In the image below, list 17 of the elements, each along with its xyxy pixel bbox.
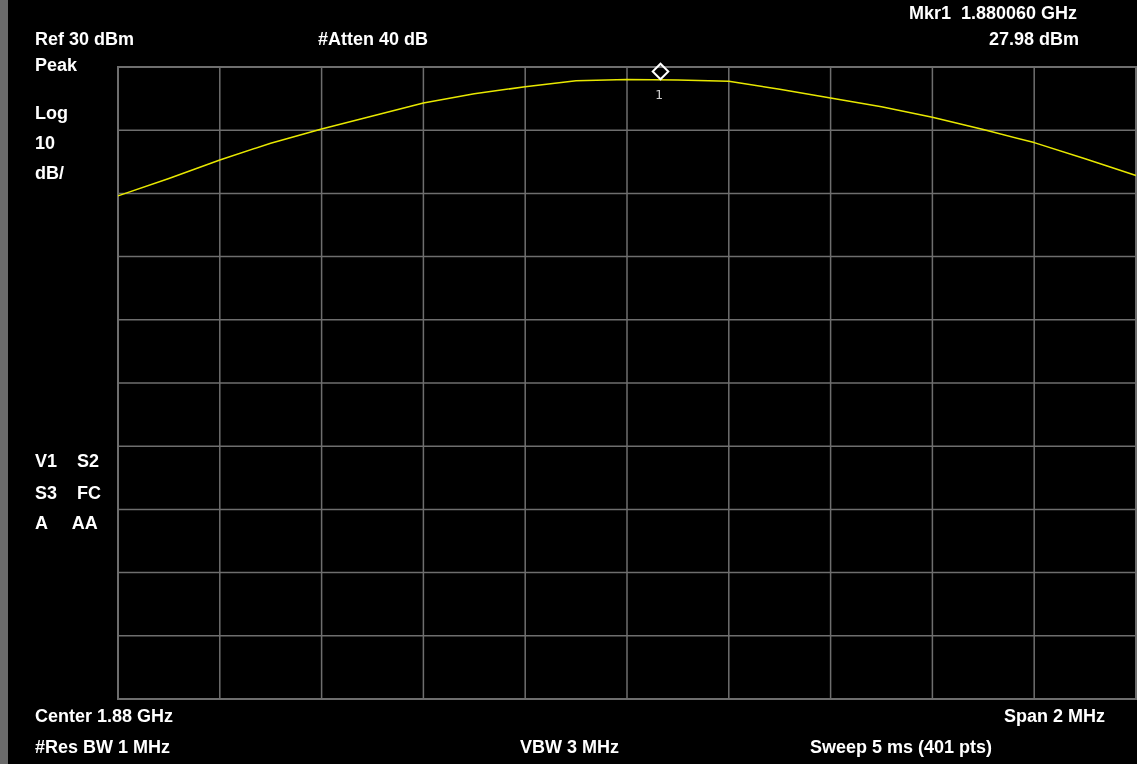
text: Mkr1 1.880060 GHz (908, 3, 1077, 23)
text: #Res BW 1 MHz (35, 737, 171, 757)
text: A AA (35, 513, 98, 533)
text: #Atten 40 dB (318, 29, 429, 49)
annotation: 1 (655, 87, 663, 102)
text: Center 1.88 GHz (35, 706, 174, 726)
text: dB/ (35, 163, 64, 183)
text: Peak (35, 55, 78, 75)
text: S3 FC (35, 483, 102, 503)
text: Log (35, 103, 68, 123)
text: Ref 30 dBm (35, 29, 135, 49)
text: Sweep 5 ms (401 pts) (810, 737, 993, 757)
text: 27.98 dBm (988, 29, 1079, 49)
text: Span 2 MHz (1003, 706, 1105, 726)
text: VBW 3 MHz (520, 737, 619, 757)
text: 10 (35, 133, 56, 153)
text: V1 S2 (35, 451, 100, 471)
